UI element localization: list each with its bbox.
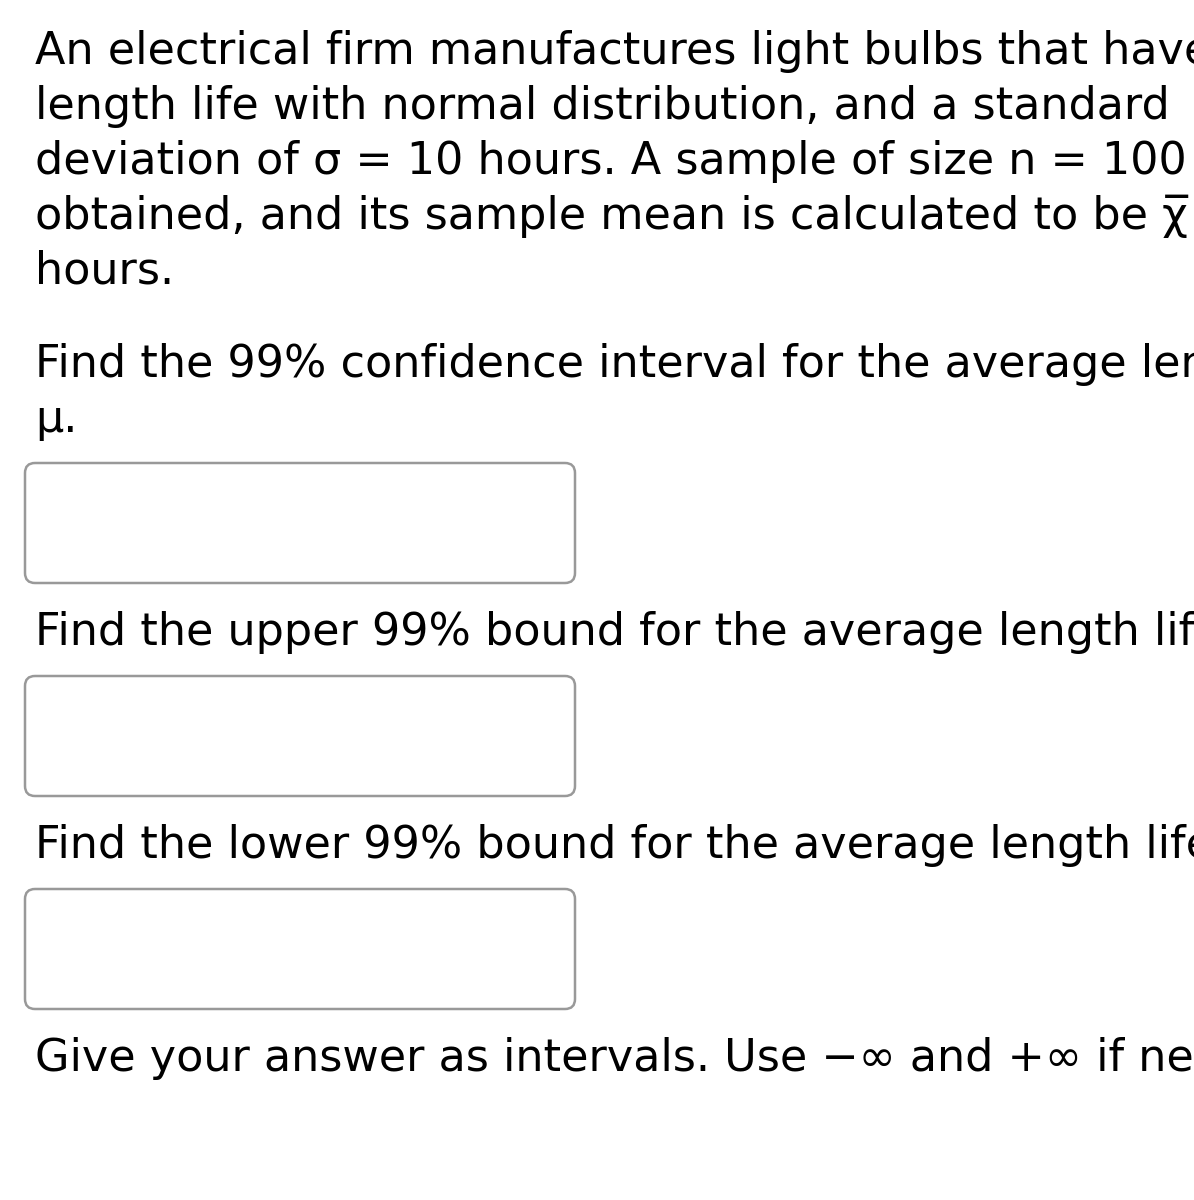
FancyBboxPatch shape xyxy=(25,676,576,796)
Text: Find the upper 99% bound for the average length life μ.: Find the upper 99% bound for the average… xyxy=(35,611,1194,654)
Text: An electrical firm manufactures light bulbs that have a: An electrical firm manufactures light bu… xyxy=(35,30,1194,73)
Text: hours.: hours. xyxy=(35,250,174,293)
FancyBboxPatch shape xyxy=(25,463,576,583)
Text: length life with normal distribution, and a standard: length life with normal distribution, an… xyxy=(35,85,1170,128)
Text: Give your answer as intervals. Use −∞ and +∞ if needed.: Give your answer as intervals. Use −∞ an… xyxy=(35,1037,1194,1080)
Text: μ.: μ. xyxy=(35,398,78,440)
Text: Find the 99% confidence interval for the average length life: Find the 99% confidence interval for the… xyxy=(35,343,1194,386)
FancyBboxPatch shape xyxy=(25,889,576,1009)
Text: deviation of σ = 10 hours. A sample of size n = 100 is: deviation of σ = 10 hours. A sample of s… xyxy=(35,140,1194,182)
Text: Find the lower 99% bound for the average length life μ.: Find the lower 99% bound for the average… xyxy=(35,824,1194,866)
Text: obtained, and its sample mean is calculated to be χ̅ = 400: obtained, and its sample mean is calcula… xyxy=(35,194,1194,239)
